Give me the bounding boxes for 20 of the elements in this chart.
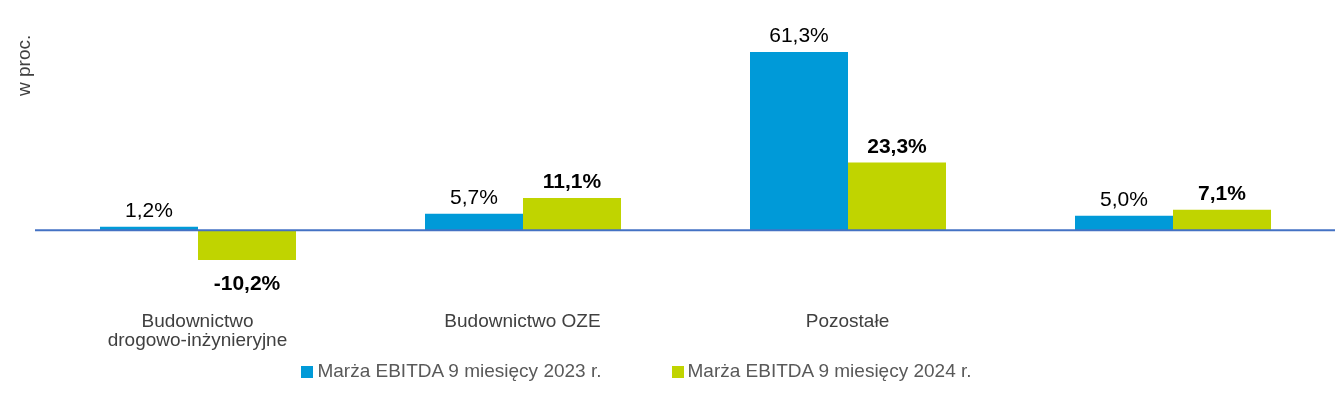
data-label: 23,3% (867, 133, 928, 157)
y-axis-title: w proc. (12, 34, 34, 97)
data-label: 7,1% (1198, 180, 1247, 204)
legend-label: Marża EBITDA 9 miesięcy 2024 r. (687, 360, 972, 381)
data-label: 5,7% (450, 184, 498, 208)
bar (750, 52, 848, 231)
data-label: 11,1% (542, 169, 602, 193)
x-tick-label: Pozostałe (805, 310, 890, 332)
x-tick-label: Budownictwo drogowo-inżynieryjne (107, 310, 288, 351)
bar (425, 213, 523, 231)
x-tick-label: Budownictwo OZE (444, 310, 601, 332)
data-label: 1,2% (125, 197, 173, 221)
bar (198, 230, 296, 260)
legend-label: Marża EBITDA 9 miesięcy 2023 r. (317, 360, 602, 381)
data-label: 5,0% (1100, 186, 1148, 210)
data-label: -10,2% (213, 271, 281, 294)
data-label: 61,3% (769, 23, 829, 46)
bar (523, 198, 621, 231)
bar (1173, 209, 1271, 231)
bar (848, 162, 946, 231)
